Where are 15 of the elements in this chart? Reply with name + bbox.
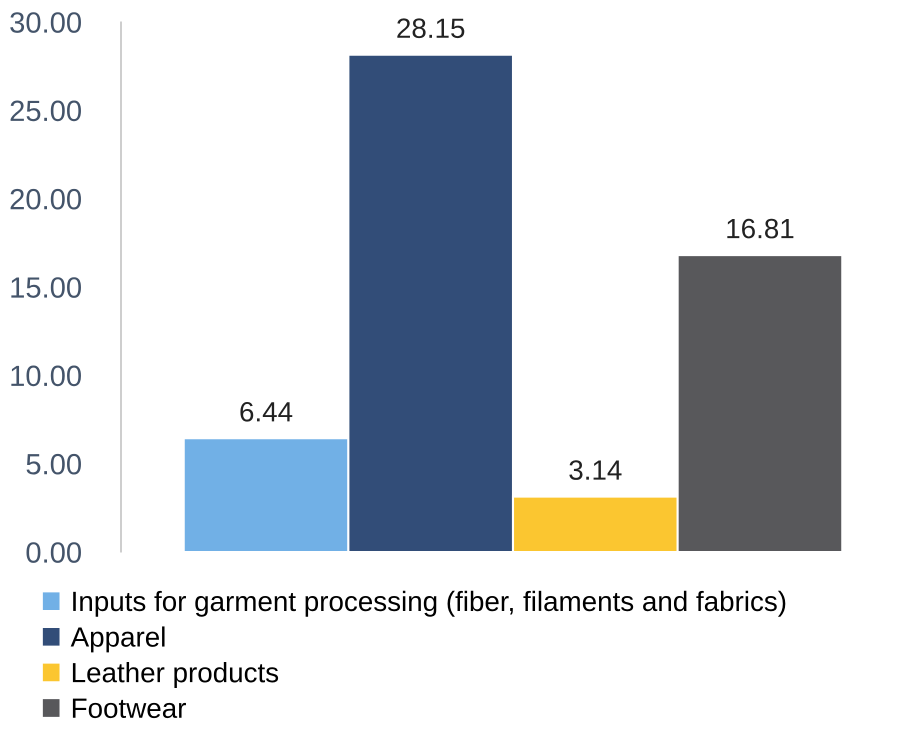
y-tick-label: 10.00 (11, 366, 81, 386)
legend-label: Footwear (72, 698, 186, 718)
data-label: 3.14 (569, 460, 622, 480)
legend-label: Apparel (70, 626, 165, 652)
y-tick-label: 0.00 (26, 542, 81, 563)
legend-label: Leather products (72, 662, 278, 688)
data-label: 16.81 (727, 218, 794, 238)
data-label: 28.15 (397, 18, 464, 38)
y-tick-label: 15.00 (11, 277, 81, 298)
data-label: 6.44 (240, 402, 292, 422)
y-tick-label: 20.00 (10, 188, 81, 210)
y-tick-label: 25.00 (10, 100, 81, 122)
y-tick-label: 5.00 (26, 454, 81, 475)
y-tick-label: 30.00 (10, 12, 81, 33)
legend-label: Inputs for garment processing (fiber, filaments and fabrics) (73, 590, 786, 617)
